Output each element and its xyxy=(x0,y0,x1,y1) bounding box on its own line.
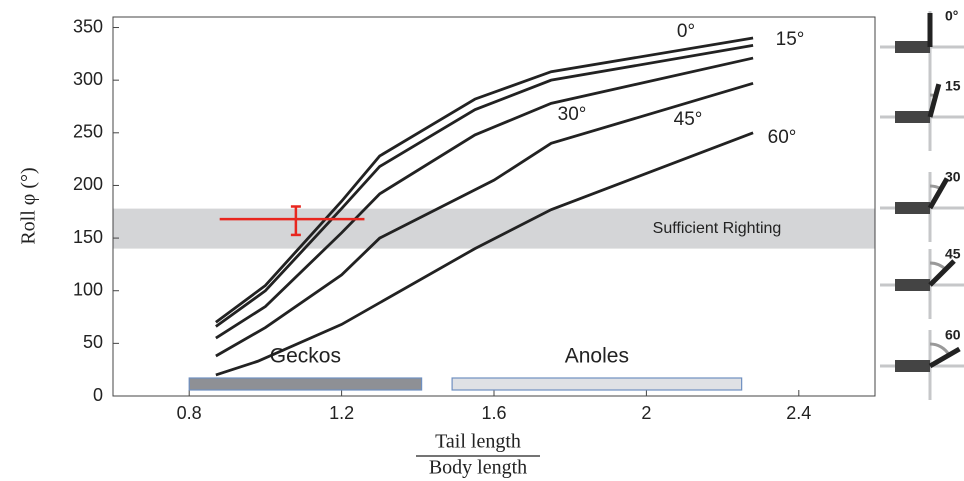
curve-label: 60° xyxy=(768,127,797,148)
inset-arc xyxy=(929,342,951,356)
species-range xyxy=(451,377,743,391)
inset-label: 15 xyxy=(945,78,961,94)
y-tick-label: 300 xyxy=(73,69,103,89)
x-tick-label: 1.2 xyxy=(329,403,354,423)
x-tick-label: 1.6 xyxy=(481,403,506,423)
x-tick-label: 0.8 xyxy=(177,403,202,423)
curve xyxy=(215,44,754,328)
inset-body xyxy=(895,360,930,372)
species-label: Geckos xyxy=(270,345,341,368)
species-range xyxy=(188,377,423,391)
band-label: Sufficient Righting xyxy=(653,220,782,237)
curve-label: 0° xyxy=(677,21,695,42)
y-tick-label: 350 xyxy=(73,16,103,36)
inset-tail xyxy=(927,83,942,118)
inset-body xyxy=(895,41,930,53)
inset-tail xyxy=(928,346,961,369)
y-tick-label: 50 xyxy=(83,332,103,352)
x-axis-label-denominator: Body length xyxy=(429,457,527,479)
inset-label: 60 xyxy=(945,327,961,343)
curve xyxy=(215,81,754,358)
y-tick-label: 150 xyxy=(73,227,103,247)
y-axis-label: Roll φ (°) xyxy=(18,167,40,244)
curve-label: 45° xyxy=(674,109,703,130)
curve xyxy=(215,56,754,340)
curve xyxy=(215,36,754,324)
inset-label: 0° xyxy=(945,8,958,24)
x-tick-label: 2 xyxy=(641,403,651,423)
curve xyxy=(215,131,754,377)
y-tick-label: 250 xyxy=(73,122,103,142)
inset-body xyxy=(895,279,930,291)
y-tick-label: 0 xyxy=(93,385,103,405)
curve-label: 15° xyxy=(776,29,805,50)
x-tick-label: 2.4 xyxy=(786,403,811,423)
inset-tail xyxy=(928,259,956,287)
curve-label: 30° xyxy=(558,104,587,125)
inset-label: 30 xyxy=(945,169,961,185)
species-label: Anoles xyxy=(565,345,629,368)
righting-band xyxy=(113,208,875,249)
y-tick-label: 100 xyxy=(73,279,103,299)
plot-frame xyxy=(112,16,876,397)
inset-body xyxy=(895,111,930,123)
x-axis-label-numerator: Tail length xyxy=(435,431,521,453)
y-tick-label: 200 xyxy=(73,174,103,194)
inset-label: 45 xyxy=(945,246,961,262)
inset-body xyxy=(895,202,930,214)
inset-tail xyxy=(927,177,950,210)
